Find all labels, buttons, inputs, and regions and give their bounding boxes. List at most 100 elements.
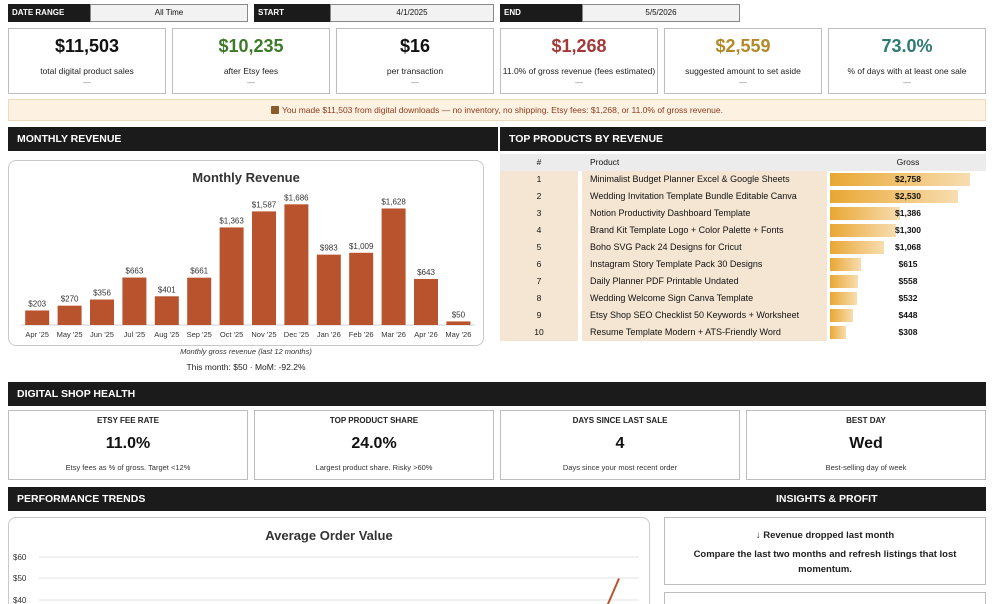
- performance-title: PERFORMANCE TRENDS: [17, 493, 146, 505]
- gross-bar: [830, 309, 853, 322]
- table-row[interactable]: 9 Etsy Shop SEO Checklist 50 Keywords + W…: [500, 307, 986, 324]
- row-rank: 8: [500, 290, 578, 307]
- bar-data-label: $1,686: [284, 193, 309, 202]
- gross-bar: [830, 224, 896, 237]
- gross-bar: [830, 275, 858, 288]
- gross-bar: [830, 258, 861, 271]
- x-tick-label: Apr '26: [414, 330, 438, 339]
- health-card-top-product-share: TOP PRODUCT SHARE 24.0% Largest product …: [254, 410, 494, 480]
- filter-bar: DATE RANGE All Time START 4/1/2025 END 5…: [8, 4, 988, 22]
- table-row[interactable]: 6 Instagram Story Template Pack 30 Design…: [500, 256, 986, 273]
- kpi-note: —: [575, 78, 583, 87]
- health-note: Largest product share. Risky >60%: [315, 463, 433, 472]
- row-product-name: Minimalist Budget Planner Excel & Google…: [582, 171, 827, 188]
- row-product-name: Brand Kit Template Logo + Color Palette …: [582, 222, 827, 239]
- x-tick-label: Dec '25: [284, 330, 309, 339]
- gross-value: $2,530: [895, 191, 921, 201]
- revenue-bar: [57, 305, 82, 325]
- gross-value: $2,758: [895, 174, 921, 184]
- x-tick-label: Jun '25: [90, 330, 114, 339]
- row-rank: 3: [500, 205, 578, 222]
- table-row[interactable]: 7 Daily Planner PDF Printable Undated $558: [500, 273, 986, 290]
- table-row[interactable]: 1 Minimalist Budget Planner Excel & Googl…: [500, 171, 986, 188]
- row-rank: 7: [500, 273, 578, 290]
- health-card-fee-rate: ETSY FEE RATE 11.0% Etsy fees as % of gr…: [8, 410, 248, 480]
- date-range-label: DATE RANGE: [8, 4, 90, 22]
- x-tick-label: May '26: [445, 330, 471, 339]
- chart-caption: Monthly gross revenue (last 12 months): [180, 347, 312, 356]
- average-order-value-chart: Average Order Value $60 $50 $40: [8, 517, 650, 604]
- health-note: Best-selling day of week: [825, 463, 907, 472]
- table-row[interactable]: 3 Notion Productivity Dashboard Template $…: [500, 205, 986, 222]
- row-rank: 9: [500, 307, 578, 324]
- table-row[interactable]: 4 Brand Kit Template Logo + Color Palette…: [500, 222, 986, 239]
- health-note: Days since your most recent order: [562, 463, 678, 472]
- summary-banner: You made $11,503 from digital downloads …: [8, 99, 986, 121]
- header-gross: Gross: [896, 157, 920, 167]
- gross-value: $558: [898, 276, 918, 286]
- x-tick-label: Sep '25: [187, 330, 212, 339]
- row-rank: 10: [500, 324, 578, 341]
- table-row[interactable]: 10 Resume Template Modern + ATS-Friendly …: [500, 324, 986, 341]
- revenue-bar: [414, 278, 438, 325]
- gross-value: $448: [898, 310, 918, 320]
- row-gross: $1,300: [830, 222, 986, 239]
- x-tick-label: Jul '25: [124, 330, 145, 339]
- date-range-value[interactable]: All Time: [90, 4, 248, 22]
- kpi-card-per-transaction: $16 per transaction —: [336, 28, 494, 94]
- bar-data-label: $661: [190, 267, 208, 276]
- revenue-bar: [284, 204, 309, 325]
- kpi-label: 11.0% of gross revenue (fees estimated): [502, 66, 656, 76]
- end-date-value[interactable]: 5/5/2026: [582, 4, 740, 22]
- insight-body: Compare the last two months and refresh …: [693, 549, 957, 575]
- revenue-bar: [122, 277, 147, 325]
- row-product-name: Resume Template Modern + ATS-Friendly Wo…: [582, 324, 827, 341]
- header-product: Product: [590, 157, 620, 167]
- bar-data-label: $1,009: [349, 242, 374, 251]
- table-header: # Product Gross: [500, 154, 986, 171]
- kpi-value: $10,235: [218, 36, 284, 56]
- health-value: 11.0%: [105, 435, 151, 452]
- chart-footnote: This month: $50 · MoM: -92.2%: [186, 362, 306, 372]
- gross-value: $1,300: [895, 225, 921, 235]
- kpi-note: —: [83, 78, 91, 87]
- row-product-name: Daily Planner PDF Printable Undated: [582, 273, 827, 290]
- chart-title: Monthly Revenue: [192, 170, 300, 185]
- kpi-card-total-sales: $11,503 total digital product sales —: [8, 28, 166, 94]
- row-product-name: Notion Productivity Dashboard Template: [582, 205, 827, 222]
- x-tick-label: Feb '26: [349, 330, 374, 339]
- insight-card-revenue-drop: ↓ Revenue dropped last month Compare the…: [664, 517, 986, 585]
- row-gross: $308: [830, 324, 986, 341]
- start-label: START: [254, 4, 330, 22]
- end-label: END: [500, 4, 582, 22]
- kpi-card-sale-days: 73.0% % of days with at least one sale —: [828, 28, 986, 94]
- kpi-label: suggested amount to set aside: [685, 66, 801, 76]
- bar-data-label: $270: [61, 295, 79, 304]
- insight-headline: ↓ Revenue dropped last month: [755, 530, 895, 541]
- table-row[interactable]: 8 Wedding Welcome Sign Canva Template $532: [500, 290, 986, 307]
- bar-data-label: $1,587: [252, 200, 277, 209]
- health-title: DAYS SINCE LAST SALE: [572, 416, 668, 425]
- row-gross: $558: [830, 273, 986, 290]
- gross-value: $532: [898, 293, 918, 303]
- kpi-value: $16: [399, 36, 431, 56]
- kpi-value: $1,268: [551, 36, 607, 56]
- gross-value: $1,068: [895, 242, 921, 252]
- bar-data-label: $1,628: [381, 197, 406, 206]
- revenue-bar: [187, 277, 212, 325]
- bar-data-label: $1,363: [219, 216, 244, 225]
- kpi-card-set-aside: $2,559 suggested amount to set aside —: [664, 28, 822, 94]
- kpi-note: —: [903, 78, 911, 87]
- kpi-value: $11,503: [54, 36, 120, 56]
- row-rank: 2: [500, 188, 578, 205]
- health-title: TOP PRODUCT SHARE: [329, 416, 419, 425]
- kpi-card-fees: $1,268 11.0% of gross revenue (fees esti…: [500, 28, 658, 94]
- chart-title: Average Order Value: [265, 528, 393, 543]
- kpi-note: —: [411, 78, 419, 87]
- table-row[interactable]: 5 Boho SVG Pack 24 Designs for Cricut $1,0…: [500, 239, 986, 256]
- start-date-value[interactable]: 4/1/2025: [330, 4, 494, 22]
- health-title: BEST DAY: [846, 416, 886, 425]
- row-product-name: Wedding Welcome Sign Canva Template: [582, 290, 827, 307]
- table-row[interactable]: 2 Wedding Invitation Template Bundle Edit…: [500, 188, 986, 205]
- row-rank: 5: [500, 239, 578, 256]
